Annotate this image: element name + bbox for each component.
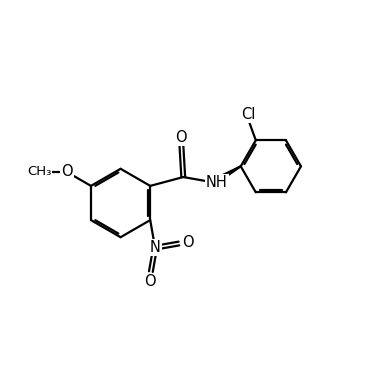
Text: Cl: Cl (242, 107, 256, 122)
Text: O: O (175, 130, 187, 145)
Text: O: O (144, 274, 156, 289)
Text: O: O (61, 164, 73, 179)
Text: N: N (150, 240, 161, 255)
Text: O: O (183, 236, 194, 250)
Text: NH: NH (206, 176, 228, 191)
Text: CH₃: CH₃ (27, 165, 51, 178)
